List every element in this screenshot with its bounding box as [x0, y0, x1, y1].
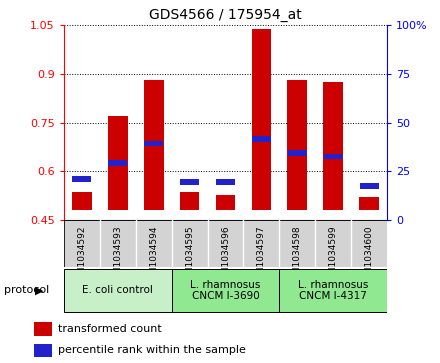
Bar	[72, 176, 91, 182]
Bar	[180, 192, 199, 210]
Bar	[287, 81, 307, 210]
Text: GSM1034599: GSM1034599	[329, 225, 338, 286]
Text: L. rhamnosus
CNCM I-4317: L. rhamnosus CNCM I-4317	[298, 280, 368, 301]
Text: ▶: ▶	[34, 285, 43, 295]
Text: GSM1034600: GSM1034600	[365, 225, 374, 286]
Bar	[359, 197, 379, 210]
Text: transformed count: transformed count	[58, 324, 161, 334]
Bar	[34, 344, 52, 357]
Text: GSM1034592: GSM1034592	[77, 225, 86, 286]
Bar	[180, 179, 199, 185]
Bar	[144, 140, 163, 146]
Bar	[360, 183, 379, 188]
Text: GSM1034596: GSM1034596	[221, 225, 230, 286]
Bar	[64, 269, 172, 311]
Text: protocol: protocol	[4, 285, 50, 295]
Text: GSM1034597: GSM1034597	[257, 225, 266, 286]
Text: percentile rank within the sample: percentile rank within the sample	[58, 345, 246, 355]
Bar	[108, 160, 127, 166]
Bar	[72, 192, 92, 210]
Title: GDS4566 / 175954_at: GDS4566 / 175954_at	[149, 8, 302, 22]
Bar	[34, 322, 52, 336]
Bar	[172, 269, 279, 311]
Bar	[252, 29, 271, 210]
Bar	[216, 195, 235, 210]
Text: GSM1034595: GSM1034595	[185, 225, 194, 286]
Bar	[144, 81, 164, 210]
Bar	[323, 82, 343, 210]
Bar	[324, 154, 343, 159]
Text: L. rhamnosus
CNCM I-3690: L. rhamnosus CNCM I-3690	[191, 280, 260, 301]
Text: GSM1034593: GSM1034593	[113, 225, 122, 286]
Text: E. coli control: E. coli control	[82, 285, 153, 295]
Bar	[108, 116, 128, 210]
Bar	[279, 269, 387, 311]
Bar	[252, 136, 271, 142]
Bar	[288, 150, 307, 156]
Bar	[216, 179, 235, 185]
Text: GSM1034594: GSM1034594	[149, 225, 158, 286]
Text: GSM1034598: GSM1034598	[293, 225, 302, 286]
